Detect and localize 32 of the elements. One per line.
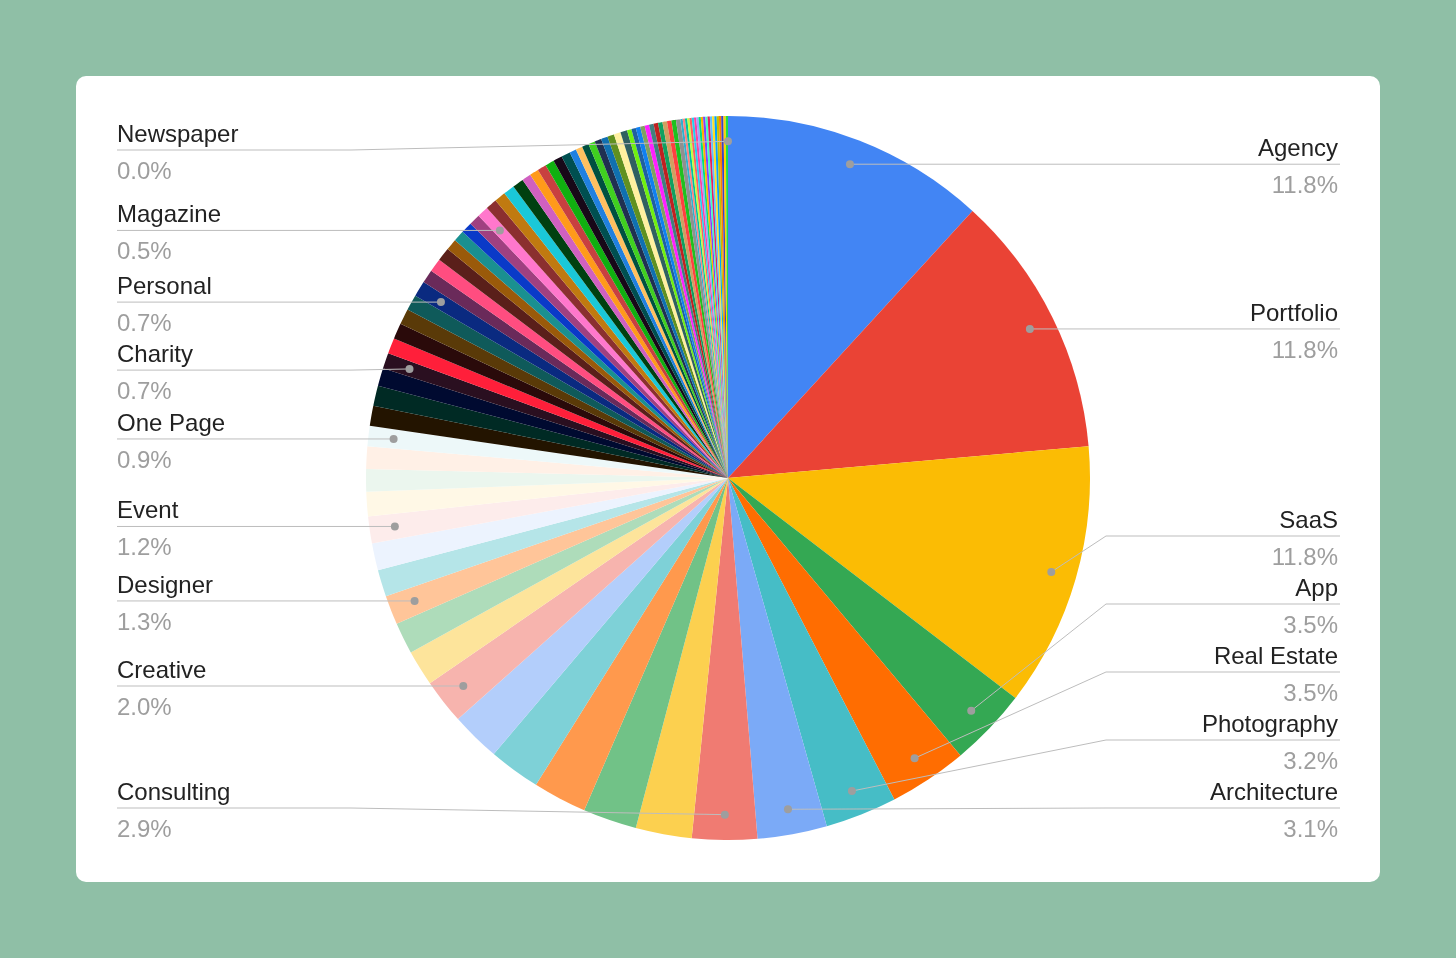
text: 0.0% xyxy=(117,157,172,184)
data-label: 1.2% xyxy=(117,533,172,561)
slice-label: Architecture xyxy=(1209,778,1338,805)
slice-label: Creative xyxy=(117,656,207,684)
slice-label: Event xyxy=(117,496,179,524)
data-label: 3.5% xyxy=(1283,611,1338,638)
slice-label: Charity xyxy=(117,340,194,368)
data-label: 0.7% xyxy=(117,377,172,405)
slice-label: Real Estate xyxy=(1213,642,1338,669)
slice-label: Portfolio xyxy=(1249,298,1338,326)
slice-label: SaaS xyxy=(1279,506,1338,533)
slice-label: Designer xyxy=(117,570,214,598)
slice-label: One Page xyxy=(117,408,226,436)
data-label: 3.2% xyxy=(1283,747,1338,774)
category-label: Newspaper xyxy=(117,120,239,147)
data-label: 2.0% xyxy=(117,693,172,721)
data-label: 2.9% xyxy=(117,815,172,842)
data-label: 0.7% xyxy=(117,309,172,337)
data-label: 3.1% xyxy=(1283,815,1338,842)
data-label: 11.8% xyxy=(1271,335,1338,363)
slice-label: Photography xyxy=(1201,710,1338,737)
data-label: 11.8% xyxy=(1271,543,1338,570)
slice-label: Consulting xyxy=(117,778,231,805)
data-label: 0.9% xyxy=(117,445,172,473)
slice-label: App xyxy=(1295,574,1338,601)
data-label: 11.8% xyxy=(1271,171,1338,199)
slice-label: Agency xyxy=(1257,134,1338,162)
data-label: 3.5% xyxy=(1283,679,1338,706)
data-label: 0.5% xyxy=(117,237,172,265)
data-label: 1.3% xyxy=(117,607,172,635)
slice-label: Personal xyxy=(117,272,212,300)
slice-label: Magazine xyxy=(117,200,222,228)
